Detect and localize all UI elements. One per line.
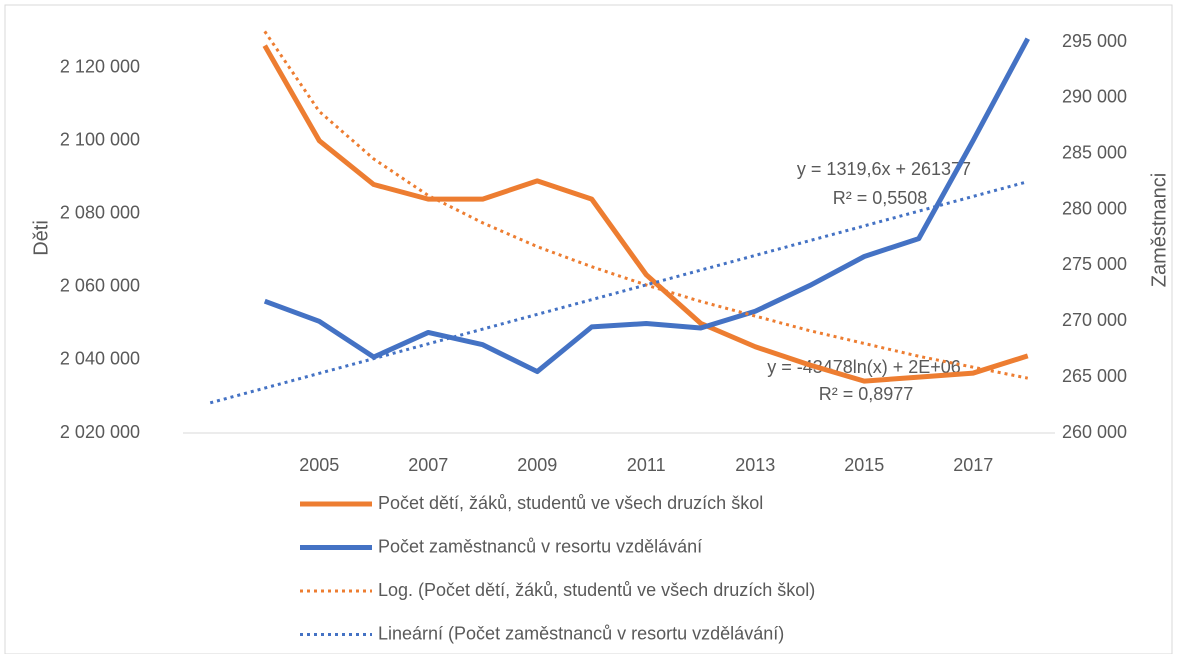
y2-axis-title: Zaměstnanci <box>1148 173 1170 288</box>
x-tick-label: 2017 <box>953 455 993 475</box>
y-tick-label: 2 060 000 <box>60 276 140 296</box>
y-tick-label: 2 020 000 <box>60 422 140 442</box>
y2-tick-label: 290 000 <box>1062 87 1127 107</box>
x-tick-label: 2009 <box>517 455 557 475</box>
x-tick-label: 2005 <box>299 455 339 475</box>
y-tick-label: 2 100 000 <box>60 129 140 149</box>
trend-r2: R² = 0,5508 <box>833 188 928 208</box>
legend-label: Počet dětí, žáků, studentů ve všech druz… <box>378 493 763 513</box>
legend-label: Lineární (Počet zaměstnanců v resortu vz… <box>378 623 784 643</box>
x-tick-label: 2007 <box>408 455 448 475</box>
legend-label: Log. (Počet dětí, žáků, studentů ve všec… <box>378 580 815 600</box>
y2-tick-label: 265 000 <box>1062 366 1127 386</box>
y-tick-label: 2 080 000 <box>60 202 140 222</box>
y-tick-label: 2 120 000 <box>60 56 140 76</box>
series-line <box>262 44 1029 384</box>
trend-equation: y = -43478ln(x) + 2E+06 <box>767 357 961 377</box>
trend-equation: y = 1319,6x + 261377 <box>797 159 971 179</box>
y2-tick-label: 280 000 <box>1062 198 1127 218</box>
y2-tick-label: 270 000 <box>1062 310 1127 330</box>
y2-tick-label: 275 000 <box>1062 254 1127 274</box>
trendline <box>263 30 1029 380</box>
series-line <box>263 37 1030 375</box>
trend-r2: R² = 0,8977 <box>819 384 914 404</box>
y2-tick-label: 295 000 <box>1062 31 1127 51</box>
legend-label: Počet zaměstnanců v resortu vzdělávání <box>378 536 702 556</box>
x-tick-label: 2015 <box>844 455 884 475</box>
y-tick-label: 2 040 000 <box>60 349 140 369</box>
y-axis-title: Děti <box>30 220 52 256</box>
x-tick-label: 2011 <box>627 455 666 475</box>
trendline <box>209 180 1029 405</box>
y2-tick-label: 285 000 <box>1062 142 1127 162</box>
y2-tick-label: 260 000 <box>1062 422 1127 442</box>
x-tick-label: 2013 <box>735 455 775 475</box>
